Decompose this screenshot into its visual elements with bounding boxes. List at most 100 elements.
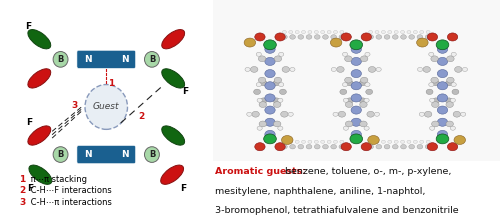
Circle shape (394, 140, 398, 143)
Circle shape (382, 30, 386, 34)
Circle shape (376, 67, 382, 71)
Circle shape (252, 111, 260, 117)
Circle shape (423, 67, 430, 72)
Circle shape (250, 67, 258, 72)
Circle shape (351, 106, 362, 114)
Circle shape (340, 30, 344, 34)
Circle shape (306, 144, 312, 149)
FancyBboxPatch shape (212, 0, 500, 161)
Circle shape (330, 38, 342, 47)
Circle shape (314, 35, 320, 39)
Circle shape (368, 30, 372, 34)
Circle shape (274, 56, 281, 62)
Circle shape (426, 140, 430, 143)
Circle shape (265, 106, 275, 114)
Circle shape (144, 147, 160, 162)
Circle shape (144, 52, 160, 67)
Circle shape (438, 118, 448, 126)
Circle shape (360, 121, 367, 127)
Text: 1: 1 (108, 79, 114, 88)
Circle shape (351, 94, 362, 102)
Circle shape (346, 80, 353, 86)
Circle shape (446, 56, 454, 62)
Ellipse shape (29, 165, 52, 184)
Circle shape (344, 56, 352, 62)
Circle shape (333, 112, 338, 116)
Circle shape (341, 33, 351, 41)
Circle shape (360, 77, 368, 83)
Circle shape (431, 77, 438, 83)
Circle shape (446, 98, 452, 103)
Circle shape (351, 70, 362, 78)
Circle shape (365, 52, 370, 56)
Text: 2: 2 (19, 186, 26, 195)
Circle shape (265, 70, 275, 78)
Circle shape (350, 134, 362, 144)
Circle shape (438, 130, 448, 138)
Circle shape (265, 57, 275, 65)
Circle shape (368, 140, 372, 143)
Circle shape (257, 98, 262, 102)
Circle shape (246, 112, 252, 116)
Circle shape (409, 35, 414, 39)
Circle shape (273, 80, 280, 86)
Circle shape (278, 52, 284, 56)
Circle shape (278, 83, 284, 87)
Circle shape (308, 140, 312, 143)
Circle shape (420, 30, 424, 34)
Circle shape (432, 98, 440, 103)
Text: N: N (84, 55, 92, 64)
Ellipse shape (28, 30, 51, 49)
Circle shape (289, 140, 293, 143)
Circle shape (384, 35, 390, 39)
Circle shape (306, 35, 312, 39)
Circle shape (265, 130, 275, 138)
Circle shape (460, 112, 466, 116)
Circle shape (331, 144, 336, 149)
Circle shape (438, 94, 448, 102)
Circle shape (431, 56, 438, 62)
Circle shape (374, 112, 380, 116)
Circle shape (446, 102, 454, 108)
Circle shape (409, 144, 414, 149)
Circle shape (425, 35, 431, 39)
Circle shape (265, 45, 275, 53)
Circle shape (392, 144, 398, 149)
Circle shape (450, 126, 456, 130)
Circle shape (428, 33, 438, 41)
Text: 2: 2 (138, 112, 144, 121)
Circle shape (351, 57, 362, 65)
Circle shape (428, 143, 438, 151)
Circle shape (340, 140, 344, 143)
Circle shape (366, 89, 372, 95)
Circle shape (278, 98, 283, 102)
Circle shape (275, 143, 285, 151)
Text: N: N (121, 150, 129, 159)
Circle shape (436, 40, 449, 50)
Circle shape (290, 35, 296, 39)
Text: B: B (149, 150, 155, 159)
Text: F: F (182, 87, 188, 96)
Circle shape (334, 30, 338, 34)
Circle shape (407, 140, 411, 143)
Circle shape (274, 102, 281, 108)
Circle shape (275, 33, 285, 41)
Text: F: F (180, 184, 186, 193)
Circle shape (361, 143, 372, 151)
Text: benzene, toluene, o-, m-, p-xylene,: benzene, toluene, o-, m-, p-xylene, (282, 167, 452, 176)
Circle shape (438, 57, 448, 65)
Circle shape (314, 144, 320, 149)
Circle shape (418, 67, 422, 71)
Ellipse shape (162, 30, 184, 49)
FancyBboxPatch shape (77, 50, 136, 69)
Circle shape (258, 77, 266, 83)
Ellipse shape (162, 126, 184, 145)
Circle shape (290, 144, 296, 149)
Circle shape (265, 94, 275, 102)
Circle shape (382, 140, 386, 143)
Circle shape (451, 83, 456, 87)
Text: 3: 3 (19, 198, 26, 207)
Circle shape (400, 140, 404, 143)
Text: π⋯π stacking: π⋯π stacking (28, 175, 86, 184)
Circle shape (430, 98, 434, 102)
